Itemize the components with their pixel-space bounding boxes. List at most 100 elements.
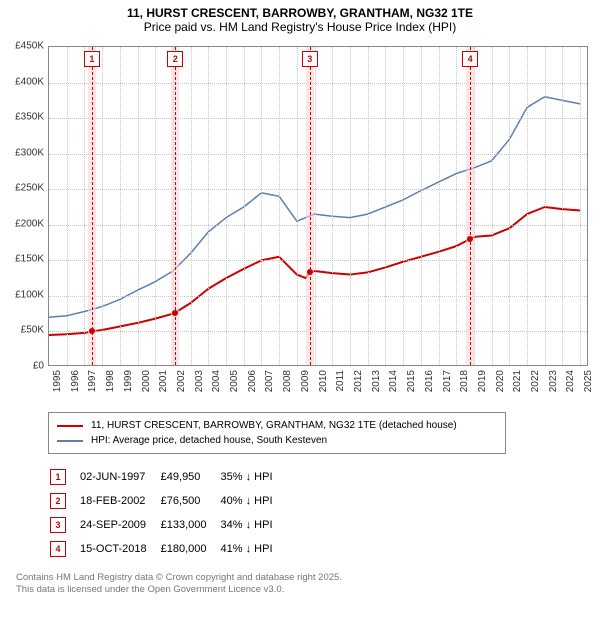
gridline-v xyxy=(191,47,192,365)
x-axis-label: 2011 xyxy=(335,370,346,392)
y-axis-label: £450K xyxy=(4,41,44,52)
y-axis-label: £50K xyxy=(4,325,44,336)
sale-point xyxy=(172,310,178,316)
gridline-v xyxy=(244,47,245,365)
y-axis-label: £200K xyxy=(4,218,44,229)
y-axis-label: £100K xyxy=(4,289,44,300)
sale-marker: 3 xyxy=(302,51,318,67)
sale-date: 15-OCT-2018 xyxy=(80,538,159,560)
x-axis-label: 1998 xyxy=(105,370,116,392)
y-axis-label: £150K xyxy=(4,254,44,265)
legend-label-hpi: HPI: Average price, detached house, Sout… xyxy=(91,435,327,446)
x-axis-label: 1997 xyxy=(87,370,98,392)
x-axis-label: 2016 xyxy=(424,370,435,392)
sale-delta: 40% ↓ HPI xyxy=(221,490,285,512)
gridline-v xyxy=(226,47,227,365)
sale-marker-cell: 4 xyxy=(50,541,66,557)
x-axis-label: 2017 xyxy=(442,370,453,392)
x-axis-label: 1999 xyxy=(123,370,134,392)
sale-price: £76,500 xyxy=(161,490,219,512)
title-line1: 11, HURST CRESCENT, BARROWBY, GRANTHAM, … xyxy=(0,6,600,20)
chart-lines xyxy=(49,47,589,367)
gridline-v xyxy=(155,47,156,365)
legend-row-property: 11, HURST CRESCENT, BARROWBY, GRANTHAM, … xyxy=(57,418,497,433)
gridline-v xyxy=(350,47,351,365)
table-row: 3 24-SEP-2009£133,00034% ↓ HPI xyxy=(50,514,285,536)
sale-delta: 41% ↓ HPI xyxy=(221,538,285,560)
gridline-h xyxy=(49,260,587,261)
gridline-v xyxy=(527,47,528,365)
x-axis-label: 2024 xyxy=(565,370,576,392)
title-block: 11, HURST CRESCENT, BARROWBY, GRANTHAM, … xyxy=(0,0,600,38)
sale-marker-cell: 3 xyxy=(50,517,66,533)
gridline-h xyxy=(49,154,587,155)
sale-delta: 34% ↓ HPI xyxy=(221,514,285,536)
x-axis-label: 2005 xyxy=(229,370,240,392)
sale-point xyxy=(467,236,473,242)
x-axis-label: 2012 xyxy=(353,370,364,392)
y-axis-label: £350K xyxy=(4,112,44,123)
gridline-v xyxy=(385,47,386,365)
gridline-h xyxy=(49,331,587,332)
gridline-v xyxy=(138,47,139,365)
sale-marker: 2 xyxy=(167,51,183,67)
x-axis-label: 2003 xyxy=(194,370,205,392)
sale-dash-line xyxy=(175,47,176,365)
sale-dash-line xyxy=(92,47,93,365)
sale-date: 24-SEP-2009 xyxy=(80,514,159,536)
gridline-h xyxy=(49,118,587,119)
x-axis-label: 1995 xyxy=(52,370,63,392)
sale-marker-cell: 2 xyxy=(50,493,66,509)
gridline-h xyxy=(49,83,587,84)
table-row: 102-JUN-1997£49,95035% ↓ HPI xyxy=(50,466,285,488)
sale-price: £133,000 xyxy=(161,514,219,536)
gridline-v xyxy=(261,47,262,365)
x-axis-label: 2009 xyxy=(300,370,311,392)
gridline-v xyxy=(102,47,103,365)
sale-marker: 1 xyxy=(84,51,100,67)
gridline-v xyxy=(67,47,68,365)
gridline-v xyxy=(492,47,493,365)
gridline-h xyxy=(49,296,587,297)
gridline-v xyxy=(562,47,563,365)
gridline-v xyxy=(368,47,369,365)
gridline-v xyxy=(421,47,422,365)
legend-swatch-hpi xyxy=(57,440,83,442)
gridline-v xyxy=(84,47,85,365)
x-axis-label: 2001 xyxy=(158,370,169,392)
x-axis-label: 2000 xyxy=(141,370,152,392)
x-axis-label: 2020 xyxy=(495,370,506,392)
y-axis-label: £0 xyxy=(4,361,44,372)
x-axis-label: 2008 xyxy=(282,370,293,392)
x-axis-label: 2018 xyxy=(459,370,470,392)
sale-dash-line xyxy=(470,47,471,365)
sale-point xyxy=(307,269,313,275)
x-axis-label: 1996 xyxy=(70,370,81,392)
x-axis-label: 2006 xyxy=(247,370,258,392)
legend-swatch-property xyxy=(57,425,83,427)
sale-marker-cell: 1 xyxy=(50,469,66,485)
footer-line2: This data is licensed under the Open Gov… xyxy=(16,584,600,596)
footer: Contains HM Land Registry data © Crown c… xyxy=(16,572,600,597)
legend-row-hpi: HPI: Average price, detached house, Sout… xyxy=(57,433,497,448)
x-axis-label: 2025 xyxy=(583,370,594,392)
sale-dash-line xyxy=(310,47,311,365)
title-line2: Price paid vs. HM Land Registry's House … xyxy=(0,20,600,34)
plot-area: 1234 xyxy=(48,46,588,366)
x-axis-label: 2002 xyxy=(176,370,187,392)
x-axis-label: 2023 xyxy=(548,370,559,392)
sale-delta: 35% ↓ HPI xyxy=(221,466,285,488)
chart-container: 11, HURST CRESCENT, BARROWBY, GRANTHAM, … xyxy=(0,0,600,597)
footer-line1: Contains HM Land Registry data © Crown c… xyxy=(16,572,600,584)
sales-table: 102-JUN-1997£49,95035% ↓ HPI218-FEB-2002… xyxy=(48,464,287,562)
x-axis-label: 2007 xyxy=(264,370,275,392)
x-axis-label: 2010 xyxy=(318,370,329,392)
gridline-v xyxy=(456,47,457,365)
sale-price: £180,000 xyxy=(161,538,219,560)
y-axis-label: £300K xyxy=(4,147,44,158)
gridline-h xyxy=(49,225,587,226)
gridline-v xyxy=(545,47,546,365)
legend-label-property: 11, HURST CRESCENT, BARROWBY, GRANTHAM, … xyxy=(91,420,457,431)
sale-price: £49,950 xyxy=(161,466,219,488)
gridline-v xyxy=(509,47,510,365)
